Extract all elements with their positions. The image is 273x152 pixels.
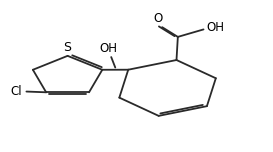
Text: Cl: Cl: [10, 85, 22, 98]
Text: OH: OH: [100, 42, 117, 55]
Text: S: S: [64, 41, 72, 54]
Text: O: O: [153, 12, 163, 24]
Text: OH: OH: [206, 21, 224, 35]
